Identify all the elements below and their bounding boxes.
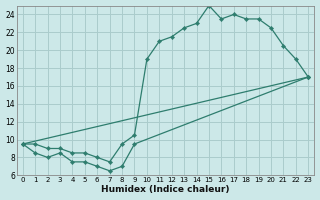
X-axis label: Humidex (Indice chaleur): Humidex (Indice chaleur) — [101, 185, 230, 194]
